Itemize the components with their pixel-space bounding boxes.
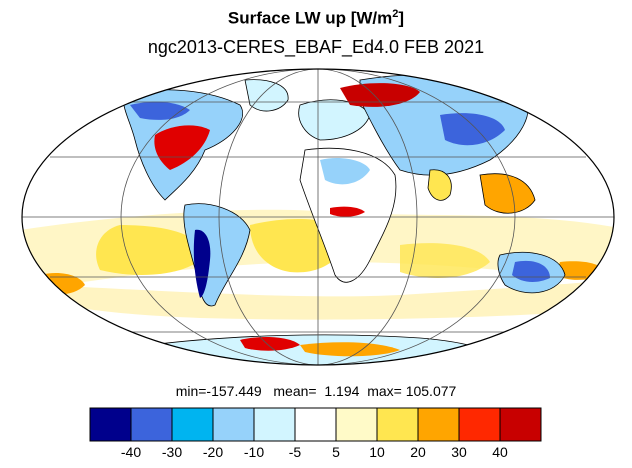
graticule xyxy=(22,69,614,365)
antarctic-peninsula-red xyxy=(240,337,300,351)
colorbar xyxy=(89,407,542,442)
colorbar-tick-label: 10 xyxy=(369,444,385,460)
indian-ocean-anomaly xyxy=(400,243,490,278)
colorbar-swatch xyxy=(417,407,460,442)
siberia-red xyxy=(340,83,420,107)
colorbar-swatch xyxy=(458,407,501,442)
southern-ocean-band xyxy=(40,280,610,320)
max-label: max= xyxy=(367,383,402,399)
mean-value: 1.194 xyxy=(324,383,360,399)
colorbar-tick-label: -10 xyxy=(243,444,265,460)
title-superscript: 2 xyxy=(392,8,399,20)
se-pacific-anomaly xyxy=(96,225,205,275)
min-value: -157.449 xyxy=(206,383,262,399)
north-america-red xyxy=(154,125,210,170)
colorbar-tick-label: 30 xyxy=(451,444,467,460)
colorbar-swatch xyxy=(335,407,378,442)
africa-red-band xyxy=(330,206,365,217)
colorbar-swatch xyxy=(89,407,132,442)
title-text: Surface LW up [W/m xyxy=(227,8,393,28)
map-outline xyxy=(21,68,615,366)
asia-dark-blue xyxy=(440,113,505,146)
europe xyxy=(298,99,371,141)
title-end: ] xyxy=(398,8,405,28)
map-subtitle: ngc2013-CERES_EBAF_Ed4.0 FEB 2021 xyxy=(147,37,485,57)
colorbar-swatch xyxy=(130,407,173,442)
greenland xyxy=(244,79,289,112)
colorbar-tick-label: 40 xyxy=(492,444,508,460)
colorbar-tick-label: 20 xyxy=(410,444,426,460)
colorbar-tick-label: -5 xyxy=(288,444,302,460)
colorbar-swatch xyxy=(253,407,296,442)
southeast-asia xyxy=(479,173,536,214)
colorbar-swatch xyxy=(499,407,542,442)
colorbar-tick-label: 5 xyxy=(332,444,340,460)
india xyxy=(427,169,452,201)
colorbar-swatch xyxy=(294,407,337,442)
statistics-line: min=-157.449 mean= 1.194 max= 105.077 xyxy=(0,383,632,399)
africa-blue xyxy=(320,158,370,185)
antarctica-orange xyxy=(300,342,400,357)
south-america-blue xyxy=(193,229,211,298)
colorbar-tick-label: -20 xyxy=(202,444,224,460)
colorbar-swatch xyxy=(171,407,214,442)
anomaly-field xyxy=(22,74,614,365)
colorbar-tick-label: -40 xyxy=(120,444,142,460)
mean-label: mean= xyxy=(273,383,317,399)
max-value: 105.077 xyxy=(405,383,457,399)
colorbar-tick-label: -30 xyxy=(161,444,183,460)
min-label: min= xyxy=(175,383,207,399)
colorbar-swatch xyxy=(212,407,255,442)
colorbar-swatch xyxy=(376,407,419,442)
map-title: Surface LW up [W/m2] xyxy=(0,8,632,29)
